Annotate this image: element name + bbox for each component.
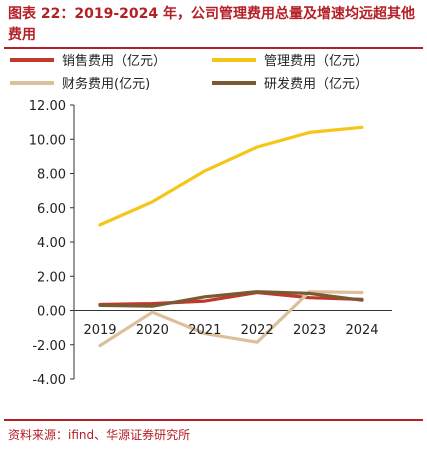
x-tick-label: 2022 bbox=[241, 323, 274, 338]
series-line-3 bbox=[98, 290, 364, 348]
series-line-1 bbox=[98, 290, 364, 307]
x-tick-labels: 2019 2020 2021 2022 2023 2024 bbox=[83, 323, 378, 338]
y-tick-label: 0.00 bbox=[37, 305, 66, 320]
series-line-4 bbox=[98, 290, 364, 308]
title-divider bbox=[4, 47, 423, 49]
y-tick-label: 10.00 bbox=[29, 133, 66, 148]
legend-label-1: 销售费用（亿元） bbox=[62, 53, 166, 69]
y-tick-label: -4.00 bbox=[32, 373, 66, 388]
x-tick-label: 2019 bbox=[83, 323, 116, 338]
legend: 销售费用（亿元） 管理费用（亿元） 财务费用(亿元) 研发费用（亿元） bbox=[10, 53, 368, 92]
series-line-2 bbox=[98, 125, 364, 227]
footer-divider bbox=[4, 419, 423, 421]
source-note: 资料来源：ifind、华源证券研究所 bbox=[8, 428, 191, 442]
legend-label-2: 管理费用（亿元） bbox=[264, 54, 368, 69]
y-tick-label: 12.00 bbox=[29, 99, 66, 114]
chart-title: 图表 22：2019-2024 年，公司管理费用总量及增速均远超其他费用 bbox=[8, 6, 415, 43]
x-tick-label: 2023 bbox=[293, 323, 326, 338]
series-lines bbox=[98, 125, 364, 348]
y-tick-label: 8.00 bbox=[37, 168, 66, 183]
y-tick-label: 4.00 bbox=[37, 236, 66, 251]
y-tick-label: 6.00 bbox=[37, 202, 66, 217]
x-tick-label: 2021 bbox=[188, 323, 221, 338]
x-tick-label: 2020 bbox=[136, 323, 169, 338]
legend-label-4: 研发费用（亿元） bbox=[264, 76, 368, 92]
x-tick-label: 2024 bbox=[345, 323, 378, 338]
axes: 12.00 10.00 8.00 6.00 4.00 2.00 0.00 -2.00 -4.00 bbox=[29, 99, 392, 388]
y-tick-label: -2.00 bbox=[32, 339, 66, 354]
legend-label-3: 财务费用(亿元) bbox=[62, 76, 150, 92]
y-tick-label: 2.00 bbox=[37, 270, 66, 285]
